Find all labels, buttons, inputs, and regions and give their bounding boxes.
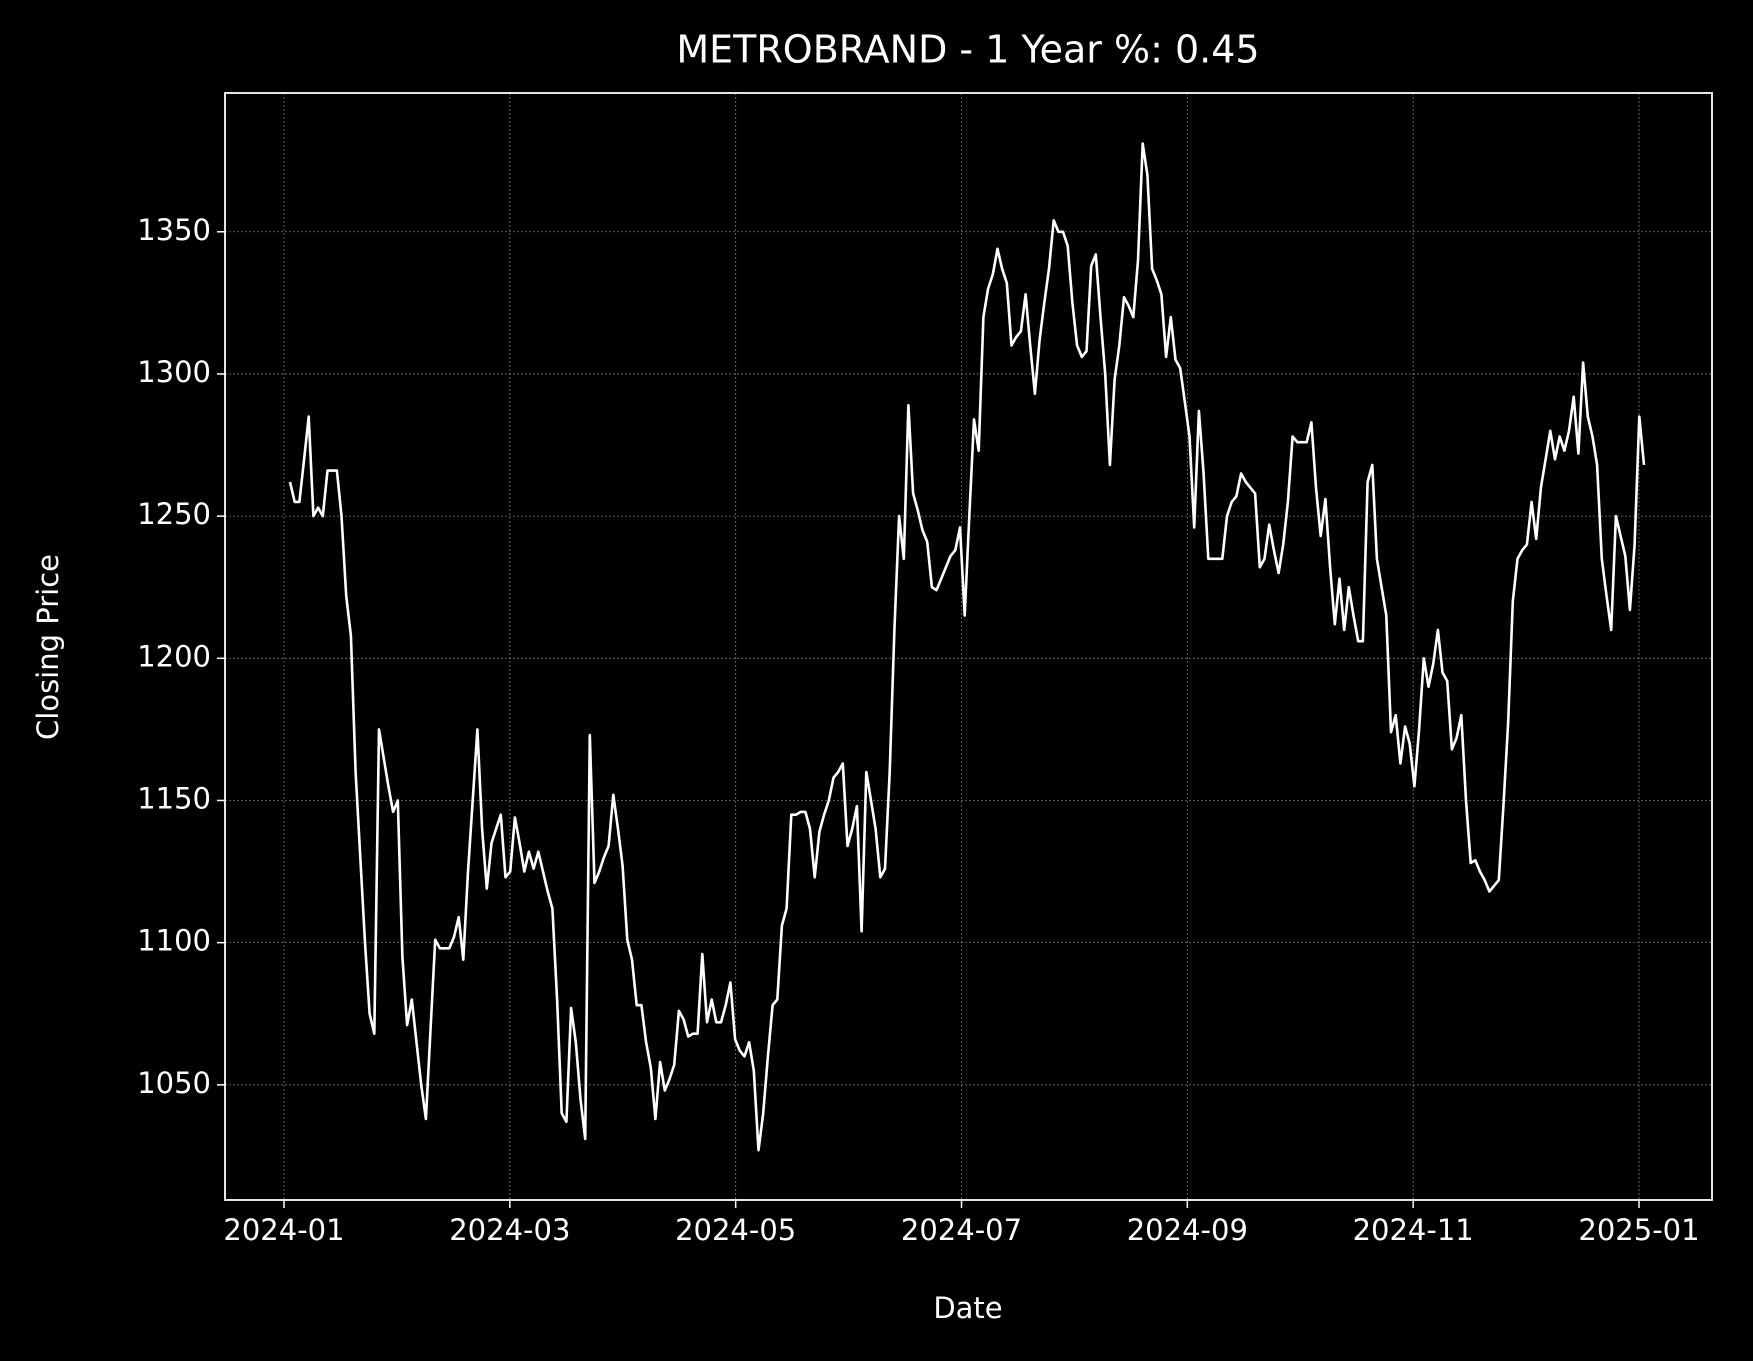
- y-tick-label: 1350: [137, 213, 211, 247]
- x-tick-label: 2024-09: [1127, 1213, 1248, 1247]
- y-tick-label: 1250: [137, 497, 211, 531]
- x-tick-label: 2024-03: [449, 1213, 570, 1247]
- x-tick-label: 2024-11: [1353, 1213, 1474, 1247]
- x-tick-label: 2024-05: [675, 1213, 796, 1247]
- x-axis-label: Date: [933, 1291, 1002, 1325]
- y-tick-label: 1150: [137, 781, 211, 815]
- chart-title: METROBRAND - 1 Year %: 0.45: [676, 28, 1259, 72]
- x-tick-label: 2024-01: [223, 1213, 344, 1247]
- y-tick-label: 1050: [137, 1066, 211, 1100]
- x-tick-label: 2025-01: [1578, 1213, 1699, 1247]
- y-axis-label: Closing Price: [31, 554, 65, 740]
- price-line: [288, 142, 1646, 1152]
- y-tick-label: 1100: [137, 924, 211, 958]
- y-tick-label: 1200: [137, 639, 211, 673]
- plot-frame: [224, 92, 1713, 1201]
- y-tick-label: 1300: [137, 355, 211, 389]
- x-tick-label: 2024-07: [901, 1213, 1022, 1247]
